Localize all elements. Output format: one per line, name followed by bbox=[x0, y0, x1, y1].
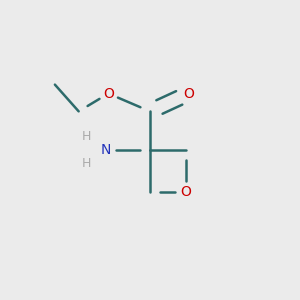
Text: O: O bbox=[183, 86, 194, 100]
Text: H: H bbox=[81, 130, 91, 143]
Text: H: H bbox=[81, 157, 91, 170]
Text: O: O bbox=[103, 86, 114, 100]
Text: N: N bbox=[100, 143, 111, 157]
Text: O: O bbox=[180, 184, 191, 199]
